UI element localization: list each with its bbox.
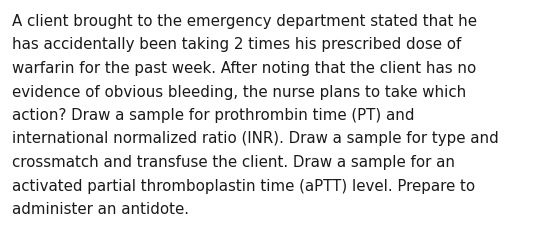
Text: crossmatch and transfuse the client. Draw a sample for an: crossmatch and transfuse the client. Dra… <box>12 154 455 169</box>
Text: warfarin for the past week. After noting that the client has no: warfarin for the past week. After noting… <box>12 61 476 76</box>
Text: administer an antidote.: administer an antidote. <box>12 201 189 216</box>
Text: activated partial thromboplastin time (aPTT) level. Prepare to: activated partial thromboplastin time (a… <box>12 178 475 193</box>
Text: international normalized ratio (INR). Draw a sample for type and: international normalized ratio (INR). Dr… <box>12 131 499 146</box>
Text: has accidentally been taking 2 times his prescribed dose of: has accidentally been taking 2 times his… <box>12 37 461 52</box>
Text: A client brought to the emergency department stated that he: A client brought to the emergency depart… <box>12 14 477 29</box>
Text: action? Draw a sample for prothrombin time (PT) and: action? Draw a sample for prothrombin ti… <box>12 108 415 123</box>
Text: evidence of obvious bleeding, the nurse plans to take which: evidence of obvious bleeding, the nurse … <box>12 84 466 99</box>
